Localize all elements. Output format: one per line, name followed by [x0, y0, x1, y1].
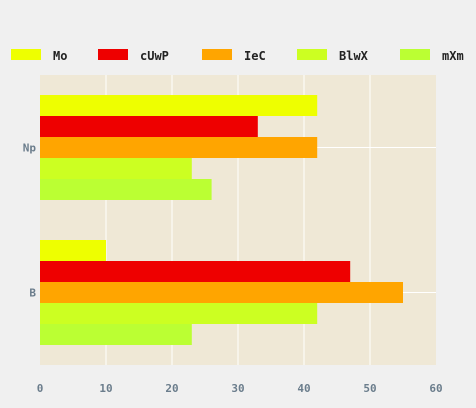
legend-label: IeC [244, 49, 266, 63]
legend-label: cUwP [140, 49, 169, 63]
legend-swatch [98, 49, 128, 60]
legend: Mo cUwP IeC BlwX mXm [11, 49, 464, 63]
y-tick-label: B [29, 287, 36, 300]
x-tick-label: 20 [165, 382, 178, 395]
legend-item-Mo: Mo [11, 49, 67, 63]
bar-BlwX-B [40, 303, 318, 324]
legend-swatch [11, 49, 41, 60]
legend-label: mXm [442, 49, 464, 63]
legend-swatch [202, 49, 232, 60]
x-tick-label: 60 [429, 382, 442, 395]
legend-label: Mo [53, 49, 67, 63]
x-tick-label: 30 [231, 382, 244, 395]
y-axis-ticks: Np B [23, 142, 37, 300]
bar-BlwX-Np [40, 158, 192, 179]
bar-mXm-Np [40, 179, 212, 200]
x-tick-label: 0 [37, 382, 44, 395]
legend-item-BlwX: BlwX [297, 49, 369, 63]
legend-label: BlwX [339, 49, 369, 63]
bar-cUwP-B [40, 261, 351, 282]
y-tick-label: Np [23, 142, 37, 155]
bar-mXm-B [40, 324, 192, 345]
bar-Mo-Np [40, 95, 318, 116]
x-tick-label: 40 [297, 382, 310, 395]
legend-swatch [400, 49, 430, 60]
x-tick-label: 10 [99, 382, 112, 395]
x-axis-ticks: 0 10 20 30 40 50 60 [37, 382, 443, 395]
bar-IeC-B [40, 282, 403, 303]
bars [40, 95, 403, 345]
bar-IeC-Np [40, 137, 318, 158]
bar-Mo-B [40, 240, 106, 261]
legend-swatch [297, 49, 327, 60]
bar-cUwP-Np [40, 116, 258, 137]
legend-item-cUwP: cUwP [98, 49, 169, 63]
legend-item-mXm: mXm [400, 49, 464, 63]
x-tick-label: 50 [363, 382, 376, 395]
legend-item-IeC: IeC [202, 49, 266, 63]
